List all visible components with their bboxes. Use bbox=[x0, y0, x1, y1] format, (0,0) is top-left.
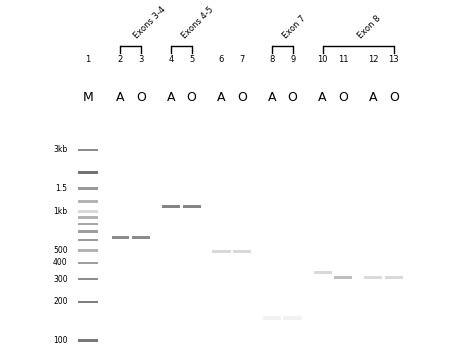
Text: 1.5: 1.5 bbox=[55, 184, 68, 193]
Text: 1kb: 1kb bbox=[54, 207, 68, 216]
Text: 9: 9 bbox=[290, 55, 295, 65]
Text: O: O bbox=[237, 91, 247, 104]
Text: 200: 200 bbox=[53, 297, 68, 306]
Text: 400: 400 bbox=[53, 258, 68, 267]
Bar bbox=[283, 316, 302, 320]
Text: A: A bbox=[369, 91, 377, 104]
Text: O: O bbox=[136, 91, 146, 104]
Bar bbox=[78, 223, 98, 225]
Bar bbox=[78, 301, 98, 303]
Text: 5: 5 bbox=[189, 55, 194, 65]
Text: 10: 10 bbox=[318, 55, 328, 65]
Text: A: A bbox=[167, 91, 175, 104]
Text: A: A bbox=[217, 91, 226, 104]
Bar bbox=[112, 236, 129, 239]
Bar bbox=[313, 271, 331, 273]
Text: O: O bbox=[187, 91, 197, 104]
Text: Exons 3-4: Exons 3-4 bbox=[132, 5, 167, 40]
Bar bbox=[78, 278, 98, 280]
Text: A: A bbox=[268, 91, 276, 104]
Bar bbox=[78, 200, 98, 202]
Bar bbox=[78, 149, 98, 151]
Text: Exons 4-5: Exons 4-5 bbox=[180, 5, 216, 40]
Bar bbox=[183, 205, 201, 208]
Text: 3: 3 bbox=[138, 55, 144, 65]
Bar bbox=[233, 250, 252, 253]
Bar bbox=[78, 216, 98, 219]
Bar bbox=[385, 276, 403, 279]
Text: 100: 100 bbox=[53, 336, 68, 345]
Bar bbox=[78, 187, 98, 190]
Text: 11: 11 bbox=[338, 55, 349, 65]
Text: Exon 7: Exon 7 bbox=[281, 14, 308, 40]
Bar bbox=[78, 171, 98, 174]
Bar bbox=[78, 239, 98, 241]
Bar bbox=[78, 262, 98, 264]
Text: 1: 1 bbox=[85, 55, 91, 65]
Text: 2: 2 bbox=[118, 55, 123, 65]
Text: O: O bbox=[338, 91, 348, 104]
Bar bbox=[262, 316, 281, 320]
Text: 3kb: 3kb bbox=[53, 145, 68, 154]
Text: 500: 500 bbox=[53, 246, 68, 255]
Text: 12: 12 bbox=[368, 55, 378, 65]
Text: Exon 8: Exon 8 bbox=[356, 14, 383, 40]
Text: O: O bbox=[389, 91, 399, 104]
Bar bbox=[133, 236, 150, 239]
Bar bbox=[212, 250, 231, 253]
Text: A: A bbox=[116, 91, 124, 104]
Bar bbox=[78, 210, 98, 213]
Text: 300: 300 bbox=[53, 275, 68, 283]
Text: 4: 4 bbox=[168, 55, 174, 65]
Text: M: M bbox=[83, 91, 93, 104]
Text: A: A bbox=[318, 91, 327, 104]
Text: 13: 13 bbox=[388, 55, 399, 65]
Bar bbox=[78, 249, 98, 252]
Text: 6: 6 bbox=[219, 55, 224, 65]
Text: 7: 7 bbox=[239, 55, 245, 65]
Bar bbox=[334, 276, 352, 279]
Bar bbox=[78, 340, 98, 342]
Text: 8: 8 bbox=[269, 55, 275, 65]
Bar bbox=[162, 205, 180, 208]
Bar bbox=[364, 276, 382, 279]
Bar bbox=[78, 230, 98, 233]
Text: O: O bbox=[288, 91, 298, 104]
